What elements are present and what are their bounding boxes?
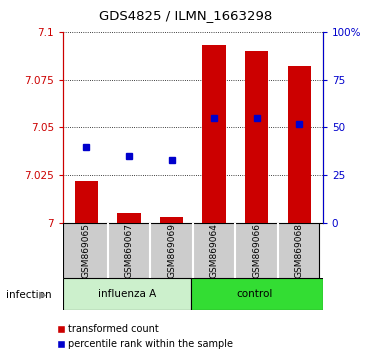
FancyBboxPatch shape [63, 278, 191, 310]
Text: ▶: ▶ [39, 290, 46, 299]
Bar [117, 213, 141, 223]
FancyBboxPatch shape [191, 278, 323, 310]
Text: GSM869069: GSM869069 [167, 223, 176, 278]
Text: influenza A: influenza A [98, 289, 156, 299]
Bar [160, 217, 183, 223]
Text: GSM869066: GSM869066 [252, 223, 261, 278]
Legend: transformed count, percentile rank within the sample: transformed count, percentile rank withi… [57, 324, 233, 349]
Bar [288, 66, 311, 223]
Bar [203, 45, 226, 223]
Bar [245, 51, 269, 223]
Text: GSM869067: GSM869067 [125, 223, 134, 278]
FancyBboxPatch shape [63, 223, 319, 278]
Text: infection: infection [6, 290, 51, 299]
Text: GSM869068: GSM869068 [295, 223, 304, 278]
Text: GDS4825 / ILMN_1663298: GDS4825 / ILMN_1663298 [99, 9, 272, 22]
Text: control: control [236, 289, 273, 299]
Text: GSM869065: GSM869065 [82, 223, 91, 278]
Bar [75, 181, 98, 223]
Text: GSM869064: GSM869064 [210, 223, 219, 278]
